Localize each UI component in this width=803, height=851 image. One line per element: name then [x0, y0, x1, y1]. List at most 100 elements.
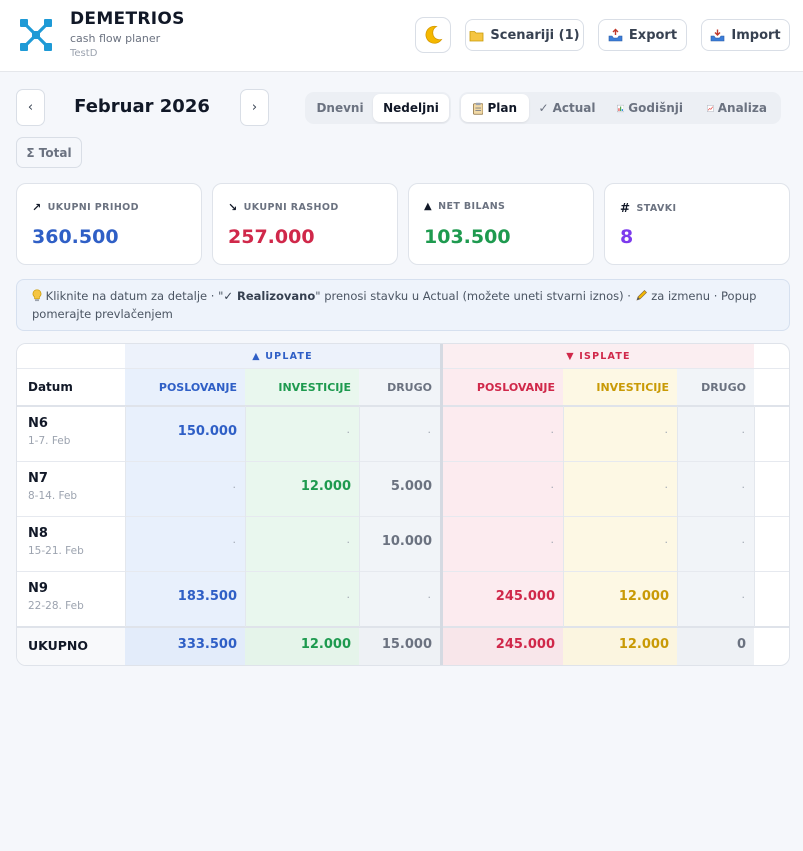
divider	[17, 571, 789, 572]
row-date-cell[interactable]: N8 15-21. Feb	[28, 526, 84, 557]
import-button[interactable]: Import	[701, 19, 790, 51]
view-tab-analysis-label: Analiza	[717, 101, 767, 115]
cell-out-business[interactable]: 245.000	[495, 589, 555, 604]
line-chart-icon	[707, 104, 714, 112]
cell-out-business[interactable]: ·	[550, 481, 555, 494]
cell-in-invest[interactable]: 12.000	[300, 479, 351, 494]
col-bg-in-invest	[245, 344, 359, 665]
period-toggle: Dnevni Nedeljni	[305, 92, 451, 124]
next-month-button[interactable]: ›	[240, 89, 269, 126]
card-value: 103.500	[424, 226, 511, 248]
cell-in-other[interactable]: 5.000	[390, 479, 432, 494]
bar-chart-icon	[617, 104, 625, 112]
card-value: 257.000	[228, 226, 315, 248]
app-subtitle: cash flow planer	[70, 32, 161, 45]
cell-in-invest[interactable]: ·	[346, 591, 351, 604]
cell-out-invest[interactable]: ·	[664, 481, 669, 494]
view-tab-plan[interactable]: Plan	[461, 94, 529, 122]
moon-icon	[425, 25, 443, 44]
group-header-spacer	[17, 344, 125, 368]
card-item-count: # STAVKI 8	[604, 183, 790, 265]
view-tab-actual-label: Actual	[552, 101, 596, 115]
brand: DEMETRIOS cash flow planer TestD	[70, 9, 185, 59]
cell-in-invest[interactable]: ·	[346, 426, 351, 439]
cell-out-other[interactable]: ·	[741, 481, 746, 494]
col-bg-out-invest	[563, 344, 677, 665]
inbox-tray-icon	[711, 29, 725, 42]
divider	[440, 344, 443, 665]
cell-out-invest[interactable]: ·	[664, 426, 669, 439]
col-header-date: Datum	[28, 380, 73, 394]
total-bg-1	[125, 627, 245, 665]
export-label: Export	[628, 27, 678, 43]
total-bg-5	[563, 627, 677, 665]
demetrios-logo-icon	[20, 19, 52, 51]
total-button[interactable]: Σ Total	[16, 137, 82, 168]
period-option-weekly[interactable]: Nedeljni	[373, 94, 449, 122]
cell-in-other[interactable]: ·	[427, 591, 432, 604]
cell-in-business[interactable]: 150.000	[177, 424, 237, 439]
view-tab-yearly-label: Godišnji	[628, 101, 683, 115]
week-range: 15-21. Feb	[28, 545, 84, 557]
top-bar: DEMETRIOS cash flow planer TestD Scenari…	[0, 0, 803, 72]
view-tab-actual[interactable]: ✓ Actual	[529, 94, 605, 122]
total-in-invest: 12.000	[300, 637, 351, 652]
view-tab-yearly[interactable]: Godišnji	[605, 94, 695, 122]
user-name: TestD	[70, 48, 98, 59]
row-date-cell[interactable]: N6 1-7. Feb	[28, 416, 70, 447]
total-in-business: 333.500	[177, 637, 237, 652]
divider	[754, 406, 755, 627]
week-range: 8-14. Feb	[28, 490, 78, 502]
cell-out-other[interactable]: ·	[741, 426, 746, 439]
export-button[interactable]: Export	[598, 19, 687, 51]
total-in-other: 15.000	[381, 637, 432, 652]
total-bg-2	[245, 627, 359, 665]
card-total-expense: ↘ UKUPNI RASHOD 257.000	[212, 183, 398, 265]
theme-toggle-button[interactable]	[415, 17, 451, 53]
cell-in-business[interactable]: 183.500	[177, 589, 237, 604]
week-range: 1-7. Feb	[28, 435, 71, 447]
card-total-income: ↗ UKUPNI PRIHOD 360.500	[16, 183, 202, 265]
scenarios-button[interactable]: Scenariji (1)	[465, 19, 584, 51]
cell-in-invest[interactable]: ·	[346, 536, 351, 549]
total-out-other: 0	[736, 637, 746, 652]
pencil-icon	[636, 290, 647, 301]
row-date-cell[interactable]: N9 22-28. Feb	[28, 581, 84, 612]
view-tab-analysis[interactable]: Analiza	[695, 94, 779, 122]
cell-in-business[interactable]: ·	[232, 536, 237, 549]
total-row-label: UKUPNO	[28, 638, 89, 653]
scenarios-label: Scenariji (1)	[490, 27, 580, 43]
card-label: STAVKI	[636, 202, 677, 214]
cell-out-other[interactable]: ·	[741, 536, 746, 549]
cell-out-business[interactable]: ·	[550, 426, 555, 439]
divider	[17, 516, 789, 517]
period-option-daily[interactable]: Dnevni	[316, 101, 364, 115]
prev-month-button[interactable]: ‹	[16, 89, 45, 126]
cashflow-table: ▲ UPLATE ▼ ISPLATE Datum POSLOVANJE INVE…	[16, 343, 790, 666]
cell-out-invest[interactable]: 12.000	[618, 589, 669, 604]
total-bg-3	[359, 627, 440, 665]
arrow-up-right-icon: ↗	[32, 201, 42, 214]
divider	[17, 368, 789, 369]
info-text-1: Kliknite na datum za detalje · "	[42, 289, 224, 303]
divider	[17, 405, 789, 407]
week-label: N9	[28, 581, 48, 596]
info-realized: ✓ Realizovano	[223, 289, 316, 303]
card-label: UKUPNI PRIHOD	[47, 202, 139, 213]
cell-out-business[interactable]: ·	[550, 536, 555, 549]
total-bg-4	[443, 627, 563, 665]
col-header-in-invest: INVESTICIJE	[278, 380, 351, 394]
divider	[17, 461, 789, 462]
cell-out-invest[interactable]: ·	[664, 536, 669, 549]
info-text-3: za izmenu · Popup pomerajte prevlačenjem	[32, 289, 757, 321]
check-icon: ✓	[538, 101, 549, 115]
clipboard-icon	[473, 102, 484, 115]
cell-in-other[interactable]: ·	[427, 426, 432, 439]
arrow-down-right-icon: ↘	[228, 201, 238, 214]
cell-out-other[interactable]: ·	[741, 591, 746, 604]
lightbulb-icon	[32, 289, 42, 302]
cell-in-other[interactable]: 10.000	[381, 534, 432, 549]
cell-in-business[interactable]: ·	[232, 481, 237, 494]
col-bg-in-other	[359, 344, 440, 665]
row-date-cell[interactable]: N7 8-14. Feb	[28, 471, 77, 502]
